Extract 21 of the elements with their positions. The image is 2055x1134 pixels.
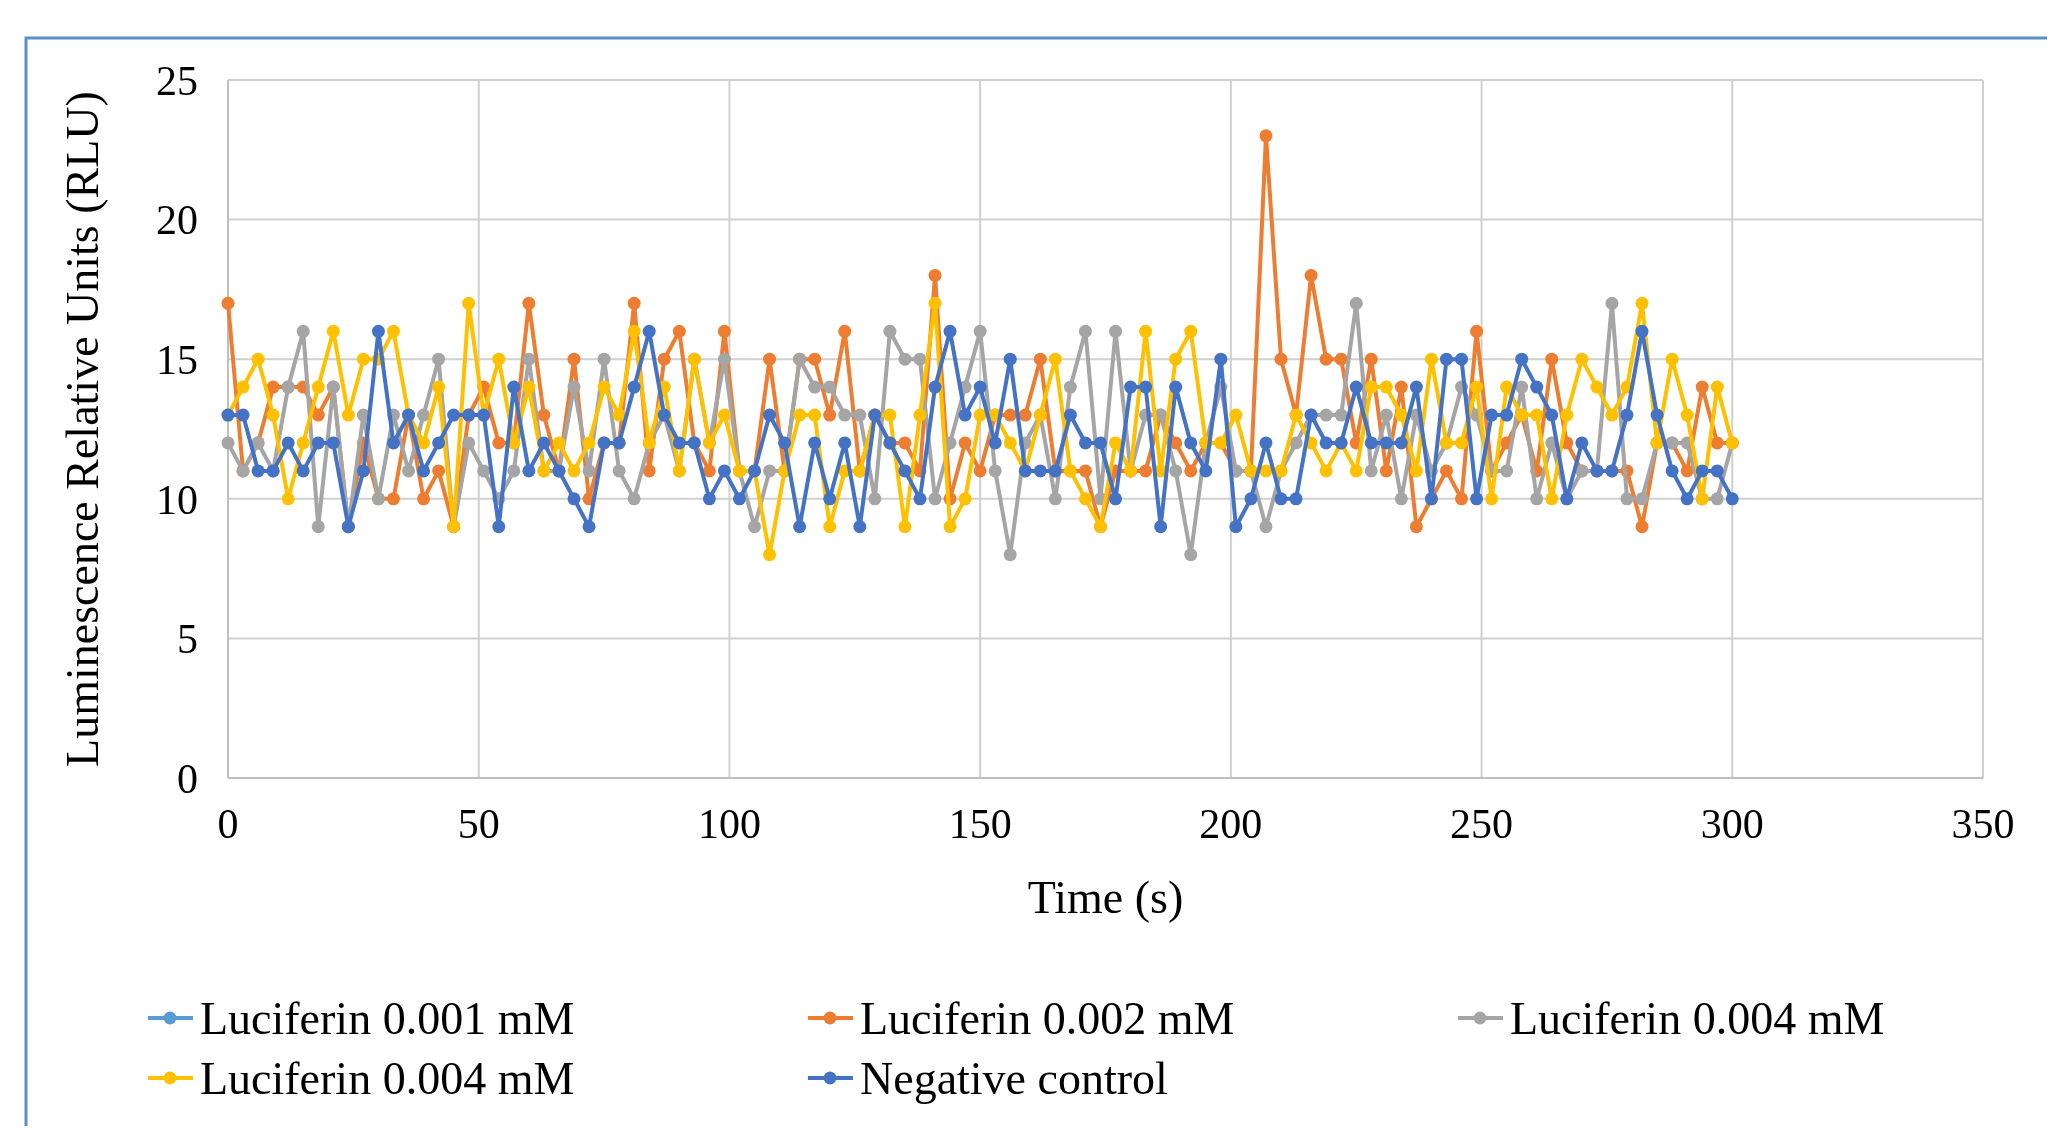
x-tick-label: 0 bbox=[217, 801, 239, 847]
x-tick-label: 300 bbox=[1700, 801, 1764, 847]
y-tick-label: 10 bbox=[156, 476, 198, 523]
x-tick-label: 250 bbox=[1450, 801, 1514, 847]
y-tick-label: 20 bbox=[156, 197, 198, 244]
y-tick-label: 25 bbox=[156, 57, 198, 104]
legend-label: Luciferin 0.004 mM bbox=[1510, 993, 1885, 1045]
legend-label: Luciferin 0.001 mM bbox=[200, 993, 575, 1045]
y-tick-label: 15 bbox=[156, 336, 198, 383]
x-tick-label: 150 bbox=[948, 801, 1012, 847]
x-tick-label: 350 bbox=[1951, 801, 2015, 847]
legend-label: Negative control bbox=[860, 1053, 1168, 1105]
x-tick-label: 50 bbox=[457, 801, 500, 847]
x-axis-title: Time (s) bbox=[1027, 872, 1184, 923]
y-axis-title: Luminescence Relative Units (RLU) bbox=[57, 91, 108, 767]
legend-label: Luciferin 0.002 mM bbox=[860, 993, 1235, 1045]
y-tick-label: 5 bbox=[177, 616, 198, 663]
y-tick-label: 0 bbox=[177, 755, 198, 802]
x-tick-label: 200 bbox=[1199, 801, 1263, 847]
legend-label: Luciferin 0.004 mM bbox=[200, 1053, 575, 1105]
x-tick-label: 100 bbox=[697, 801, 761, 847]
